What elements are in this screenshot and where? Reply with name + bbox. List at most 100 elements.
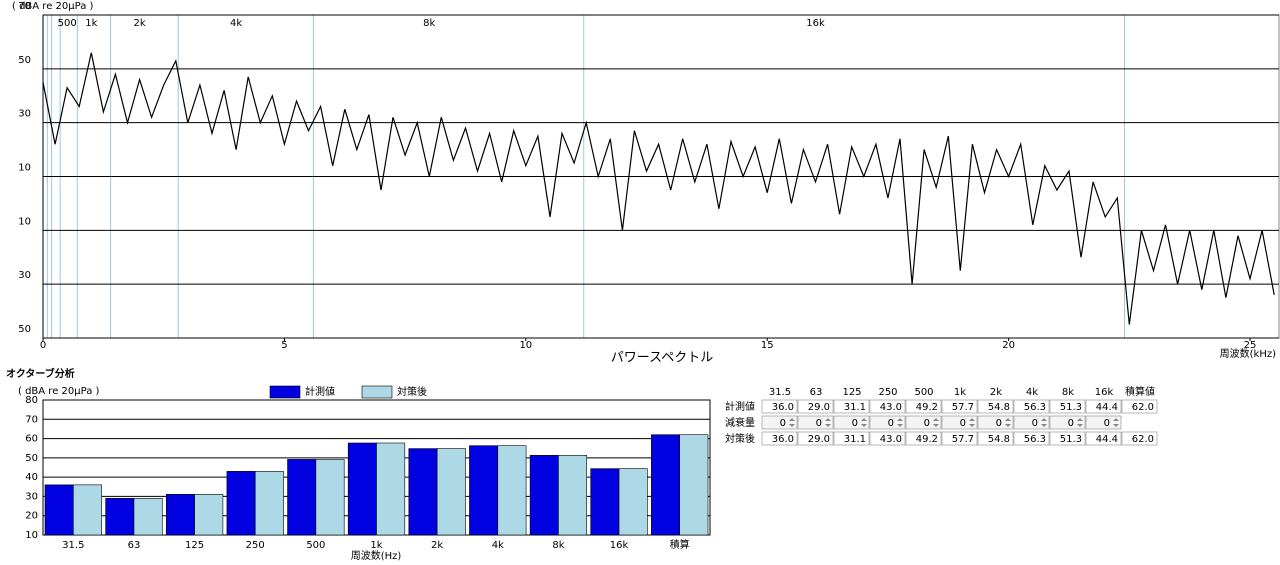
table-header: 1k [954, 387, 966, 398]
bar [287, 459, 317, 536]
spinner-input [1049, 415, 1086, 430]
bar [529, 455, 559, 536]
row-label: 減衰量 [725, 416, 755, 429]
table-cell [869, 399, 906, 414]
table-value: 36.0 [772, 434, 794, 445]
y-tick-label: 60 [25, 434, 38, 445]
spectrum-y-label: ( dBA re 20μPa ) [12, 1, 94, 12]
spinner-arrows [969, 418, 975, 427]
spinner-arrows [825, 418, 831, 427]
y-tick-label: 70 [18, 1, 31, 12]
x-tick-label: 0 [40, 340, 46, 351]
table-value: 62.0 [1132, 402, 1154, 413]
table-cell [761, 431, 798, 446]
spinner-input [941, 415, 978, 430]
legend-label: 計測値 [305, 385, 335, 398]
table-value: 54.8 [988, 434, 1010, 445]
table-value: 49.2 [916, 402, 938, 413]
table-value: 57.7 [952, 434, 974, 445]
table-cell [797, 399, 834, 414]
bar [44, 484, 74, 536]
table-value: 56.3 [1024, 434, 1046, 445]
table-header: 4k [1026, 387, 1038, 398]
spinner-input [761, 415, 798, 430]
y-tick-label: 80 [25, 395, 38, 406]
table-cell [1085, 431, 1122, 446]
bar [315, 459, 345, 536]
table-value: 43.0 [880, 402, 902, 413]
table-value: 54.8 [988, 402, 1010, 413]
spinner-input [905, 415, 942, 430]
bar [618, 468, 648, 536]
table-value: 62.0 [1132, 434, 1154, 445]
x-tick-label: 500 [306, 540, 325, 551]
y-tick-label: 10 [18, 216, 31, 227]
x-tick-label: 10 [519, 340, 532, 351]
table-cell [761, 399, 798, 414]
y-tick-label: 50 [18, 324, 31, 335]
table-cell [1121, 431, 1158, 446]
spectrum-title: パワースペクトル [611, 351, 713, 366]
spinner-value: 0 [960, 418, 966, 429]
x-tick-label: 積算 [670, 538, 690, 551]
spinner-input [1013, 415, 1050, 430]
section-title: オクターブ分析 [6, 367, 75, 380]
x-tick-label: 5 [281, 340, 287, 351]
band-label: 500 [58, 18, 77, 29]
spinner-arrows [1113, 418, 1119, 427]
spinner-value: 0 [996, 418, 1002, 429]
spinner-arrows [1077, 418, 1083, 427]
table-header: 31.5 [769, 387, 791, 398]
table-cell [1013, 399, 1050, 414]
table-cell [1121, 399, 1158, 414]
bar [194, 494, 224, 536]
table-cell [977, 431, 1014, 446]
bar [226, 471, 256, 536]
bar [73, 484, 102, 536]
x-tick-label: 4k [492, 540, 504, 551]
spinner-value: 0 [1032, 418, 1038, 429]
bar [590, 468, 620, 536]
table-value: 49.2 [916, 434, 938, 445]
table-cell [941, 399, 978, 414]
table-cell [833, 399, 870, 414]
table-value: 31.1 [844, 402, 866, 413]
table-value: 31.1 [844, 434, 866, 445]
table-cell [797, 431, 834, 446]
bar [469, 445, 499, 536]
x-tick-label: 8k [552, 540, 564, 551]
table-cell [905, 431, 942, 446]
spinner-value: 0 [924, 418, 930, 429]
bar [105, 498, 135, 536]
table-cell [1013, 431, 1050, 446]
spinner-arrows [789, 418, 795, 427]
y-tick-label: 10 [25, 530, 38, 541]
band-label: 2k [133, 18, 145, 29]
x-tick-label: 2k [431, 540, 443, 551]
legend-swatch [269, 385, 301, 399]
x-tick-label: 250 [246, 540, 265, 551]
bar [651, 434, 680, 536]
x-tick-label: 31.5 [62, 540, 84, 551]
x-tick-label: 15 [761, 340, 774, 351]
table-value: 57.7 [952, 402, 974, 413]
legend-swatch [361, 385, 393, 399]
table-cell [941, 431, 978, 446]
x-tick-label: 16k [610, 540, 629, 551]
table-value: 56.3 [1024, 402, 1046, 413]
spectrum-line [42, 52, 1275, 325]
table-cell [833, 431, 870, 446]
x-tick-label: 20 [1002, 340, 1015, 351]
bar [679, 434, 709, 536]
spinner-arrows [933, 418, 939, 427]
band-label: 4k [230, 18, 242, 29]
y-tick-label: 50 [25, 453, 38, 464]
spinner-arrows [897, 418, 903, 427]
spinner-value: 0 [1104, 418, 1110, 429]
table-cell [1085, 399, 1122, 414]
spinner-value: 0 [888, 418, 894, 429]
y-tick-label: 20 [25, 511, 38, 522]
y-tick-label: 70 [25, 414, 38, 425]
bar [165, 494, 195, 536]
y-tick-label: 40 [25, 472, 38, 483]
